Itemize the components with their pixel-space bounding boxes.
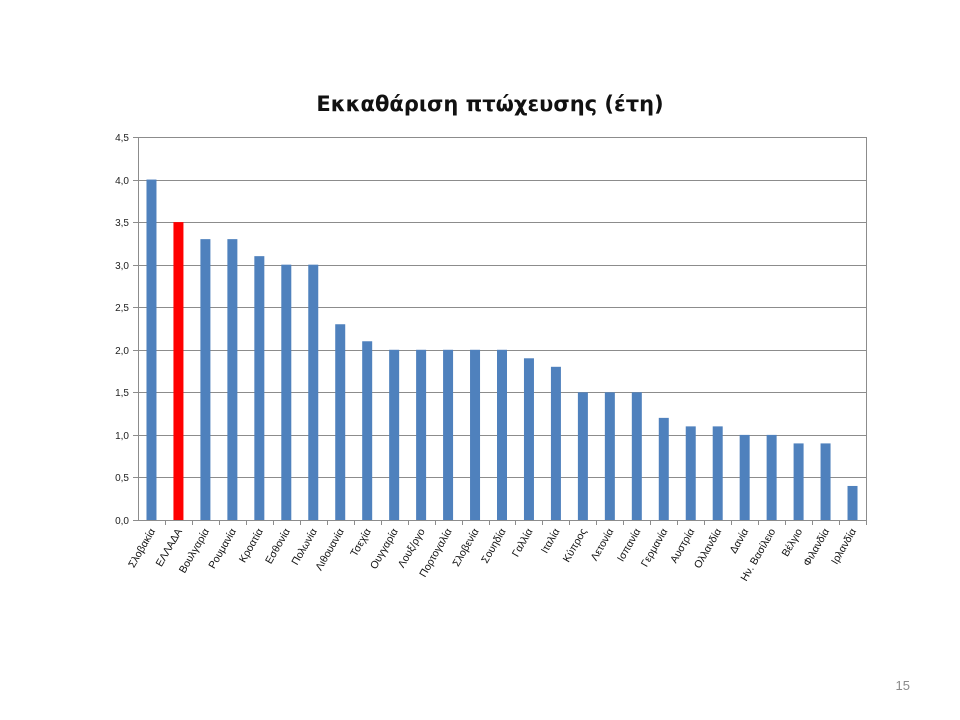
x-tick-label: Γερμανία — [639, 527, 671, 570]
y-tick-label: 2,5 — [115, 303, 129, 314]
x-tick-label: Ιρλανδία — [829, 527, 859, 567]
page-number: 15 — [895, 678, 910, 693]
y-tick-label: 3,5 — [115, 218, 129, 229]
x-tick-label: Δανία — [727, 527, 751, 556]
bar — [281, 264, 292, 520]
bar — [227, 239, 238, 520]
bar — [820, 443, 831, 520]
bar — [577, 392, 588, 520]
bar — [631, 392, 642, 520]
bar — [497, 349, 507, 520]
bar — [604, 392, 615, 520]
bar — [685, 426, 696, 520]
bar — [739, 434, 750, 520]
x-tick-label: Εσθονία — [263, 527, 293, 567]
x-tick-label: Φιλανδία — [801, 527, 832, 569]
bar — [146, 179, 157, 521]
y-tick-label: 2,0 — [115, 346, 129, 357]
bar — [470, 349, 481, 520]
x-tick-label: Τσεχία — [348, 527, 374, 559]
x-tick-label: Λετονία — [588, 527, 616, 563]
bar — [523, 358, 534, 520]
bar — [362, 341, 373, 520]
x-tick-label: Σλοβενία — [450, 527, 481, 569]
bar — [200, 239, 211, 520]
bar — [550, 366, 561, 520]
x-tick-label: Ισπανία — [615, 527, 644, 564]
x-tick-label: Σουηδία — [479, 527, 508, 566]
bar — [847, 485, 858, 520]
y-tick-label: 4,0 — [115, 176, 129, 187]
bar — [443, 349, 454, 520]
bar — [173, 222, 184, 520]
y-tick-label: 1,0 — [115, 431, 129, 442]
bar — [793, 443, 804, 520]
bar — [254, 256, 265, 520]
y-tick-label: 3,0 — [115, 261, 129, 272]
x-tick-label: Ιταλία — [539, 527, 563, 556]
y-tick-label: 4,5 — [115, 133, 129, 144]
bar — [712, 426, 723, 520]
chart-title: Εκκαθάριση πτώχευσης (έτη) — [316, 92, 664, 116]
y-tick-label: 1,5 — [115, 388, 129, 399]
bar — [335, 324, 346, 520]
y-tick-label: 0,0 — [115, 516, 129, 527]
bar — [416, 349, 427, 520]
x-tick-label: Κύπρος — [561, 527, 590, 565]
x-tick-label: Βέλγιο — [780, 526, 806, 558]
x-tick-label: Αυστρία — [668, 527, 697, 566]
bar — [658, 417, 669, 520]
bar — [389, 349, 400, 520]
bar — [766, 434, 777, 520]
x-tick-label: Κροατία — [237, 527, 266, 565]
y-tick-label: 0,5 — [115, 473, 129, 484]
x-tick-label: Γαλλία — [510, 527, 536, 560]
bar — [308, 264, 319, 520]
